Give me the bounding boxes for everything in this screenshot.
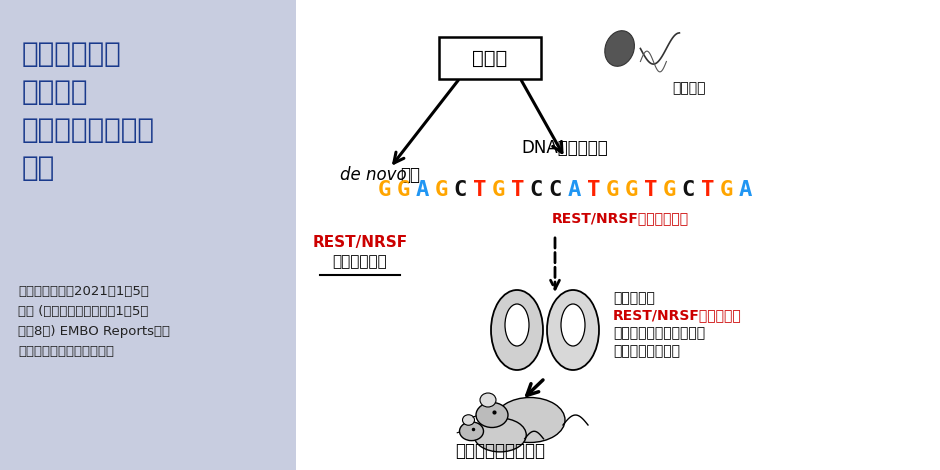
Text: REST/NRSF結合モチーフ: REST/NRSF結合モチーフ [552,211,689,225]
Text: 発達障害様行動異常: 発達障害様行動異常 [455,442,545,460]
Ellipse shape [604,31,634,66]
Text: T: T [473,180,486,200]
Text: 父親の加齢が
子どもの
発達障害の発症に
影響: 父親の加齢が 子どもの 発達障害の発症に 影響 [22,40,155,182]
Bar [0,0,296,470]
Text: A: A [415,180,430,200]
Text: G: G [605,180,619,200]
Ellipse shape [547,290,599,370]
Ellipse shape [462,415,475,425]
Text: 「胎児脳」: 「胎児脳」 [613,291,655,305]
Text: G: G [720,180,733,200]
Text: G: G [397,180,410,200]
Text: DNA低メチル化: DNA低メチル化 [522,139,608,157]
FancyBboxPatch shape [439,37,541,79]
Text: G: G [435,180,448,200]
Text: REST/NRSF: REST/NRSF [312,235,408,250]
Text: de novo: de novo [339,166,406,184]
Text: 自閉症関連遺伝子: 自閉症関連遺伝子 [613,344,680,358]
Text: T: T [510,180,525,200]
Text: 共通分子基盤: 共通分子基盤 [333,254,387,269]
Text: G: G [663,180,676,200]
Ellipse shape [561,304,585,346]
Text: T: T [587,180,600,200]
Text: C: C [682,180,696,200]
Ellipse shape [460,422,483,441]
Ellipse shape [480,393,496,407]
Text: A: A [739,180,752,200]
Text: 胎生後期神経関連遺伝子: 胎生後期神経関連遺伝子 [613,326,705,340]
Text: 父加齢: 父加齢 [473,48,508,68]
Text: T: T [701,180,714,200]
Text: C: C [454,180,467,200]
Ellipse shape [474,418,526,452]
Text: C: C [549,180,562,200]
Ellipse shape [491,290,543,370]
Text: T: T [644,180,657,200]
Text: 本研究成果は、2021年1月5日
正午 (現地時間、日本時間1月5日
午後8時) EMBO Reports誌（
電子版）に掲載されました: 本研究成果は、2021年1月5日 正午 (現地時間、日本時間1月5日 午後8時)… [18,285,170,358]
Text: REST/NRSF標的遺伝子: REST/NRSF標的遺伝子 [613,308,742,322]
Text: G: G [492,180,505,200]
Ellipse shape [476,402,508,428]
Ellipse shape [495,398,565,442]
Text: 「精子」: 「精子」 [672,81,706,95]
Text: G: G [625,180,638,200]
Text: A: A [568,180,581,200]
Text: G: G [378,180,391,200]
Text: C: C [530,180,543,200]
Ellipse shape [505,304,529,346]
Text: 変異: 変異 [400,166,420,184]
